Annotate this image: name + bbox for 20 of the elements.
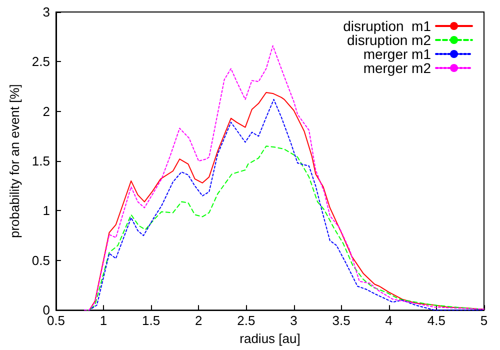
x-tick-label: 3.5 [332, 313, 350, 328]
y-tick-label: 0.5 [32, 252, 50, 268]
legend-label: merger m1 [363, 46, 432, 62]
x-tick-label: 2.5 [237, 313, 256, 328]
x-tick-label: 4 [385, 313, 392, 328]
y-tick-label: 2.5 [32, 54, 50, 70]
y-tick-label: 3 [42, 4, 50, 20]
legend-label: disruption m2 [346, 32, 432, 48]
y-tick-label: 1 [42, 203, 50, 218]
y-tick-label: 2 [42, 104, 50, 119]
x-tick-label: 1 [100, 313, 108, 328]
legend-label: disruption m1 [343, 18, 432, 34]
x-tick-label: 4.5 [427, 313, 446, 328]
x-axis-title: radius [au] [240, 331, 300, 346]
x-tick-label: 1.5 [142, 313, 160, 328]
x-tick-label: 2 [195, 313, 202, 328]
y-tick-label: 1.5 [32, 154, 50, 169]
x-tick-label: 3 [290, 313, 298, 328]
x-tick-label: 5 [480, 313, 488, 328]
y-axis-title: probability for an event [%] [7, 84, 22, 238]
